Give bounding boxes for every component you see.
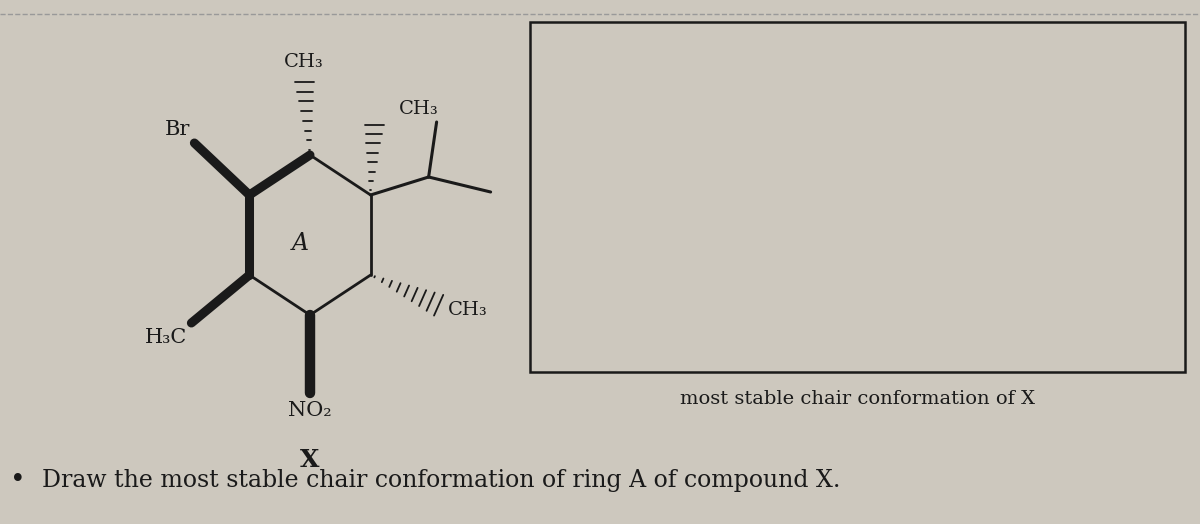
Text: CH₃: CH₃ — [284, 53, 324, 71]
Text: Br: Br — [166, 120, 191, 139]
Text: •: • — [10, 467, 26, 493]
Text: X: X — [300, 448, 319, 472]
Text: NO₂: NO₂ — [288, 401, 332, 420]
Text: Draw the most stable chair conformation of ring A of compound X.: Draw the most stable chair conformation … — [42, 468, 840, 492]
Text: CH₃: CH₃ — [398, 100, 438, 118]
Text: most stable chair conformation of X: most stable chair conformation of X — [680, 390, 1034, 408]
Text: A: A — [292, 232, 308, 255]
Text: CH₃: CH₃ — [448, 301, 487, 319]
Text: H₃C: H₃C — [145, 328, 187, 347]
